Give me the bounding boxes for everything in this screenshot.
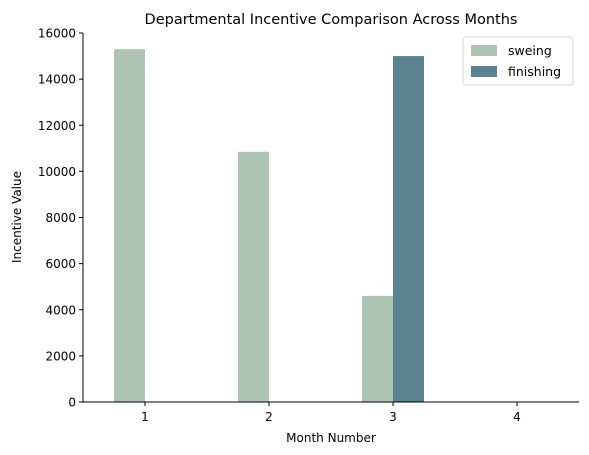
x-ticks-group: 1 2 3 4 [141, 402, 521, 424]
x-tick-label: 4 [513, 410, 521, 424]
y-tick-label: 12000 [38, 119, 76, 133]
x-tick-label: 1 [141, 410, 149, 424]
y-ticks-group: 0 2000 4000 6000 8000 10000 12000 14000 16000 [38, 27, 83, 410]
chart-title: Departmental Incentive Comparison Across… [145, 12, 518, 28]
y-tick-label: 0 [68, 396, 76, 410]
y-tick-label: 16000 [38, 27, 76, 41]
y-tick-label: 14000 [38, 73, 76, 87]
bar-sweing-2 [238, 151, 269, 402]
bar-sweing-1 [114, 49, 145, 403]
y-tick-label: 4000 [45, 303, 76, 317]
legend-swatch-sweing [471, 45, 497, 56]
bar-finishing-3 [393, 56, 424, 402]
y-tick-label: 2000 [45, 349, 76, 363]
x-axis-label: Month Number [286, 431, 376, 445]
x-tick-label: 2 [265, 410, 273, 424]
y-tick-label: 10000 [38, 165, 76, 179]
legend-label-sweing: sweing [508, 43, 552, 58]
x-tick-label: 3 [389, 410, 397, 424]
legend: sweing finishing [462, 36, 574, 86]
y-tick-label: 8000 [45, 211, 76, 225]
legend-label-finishing: finishing [508, 64, 561, 79]
bars-group [114, 49, 424, 403]
y-tick-label: 6000 [45, 257, 76, 271]
bar-sweing-3 [362, 295, 393, 402]
y-axis-label: Incentive Value [10, 171, 24, 263]
legend-swatch-finishing [471, 66, 497, 77]
